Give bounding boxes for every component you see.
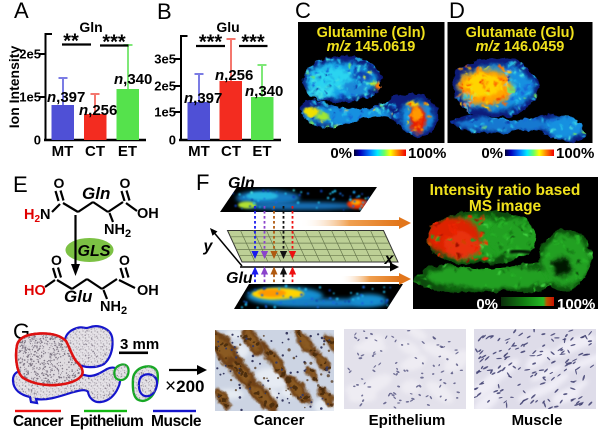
- svg-text:Cancer: Cancer: [254, 412, 305, 429]
- svg-text:n,397: n,397: [184, 90, 222, 107]
- svg-text:NH2: NH2: [100, 299, 127, 317]
- svg-text:3e5: 3e5: [154, 52, 176, 67]
- svg-text:Intensity ratio based: Intensity ratio based: [430, 182, 581, 199]
- svg-text:100%: 100%: [556, 145, 594, 162]
- svg-text:0%: 0%: [330, 145, 352, 162]
- svg-text:n,340: n,340: [114, 71, 152, 88]
- svg-text:Gln: Gln: [82, 184, 110, 203]
- svg-text:Glu: Glu: [64, 287, 93, 306]
- svg-text:D: D: [449, 0, 465, 23]
- svg-text:Ion Intensity: Ion Intensity: [6, 46, 22, 129]
- svg-text:O: O: [54, 175, 65, 191]
- svg-text:F: F: [196, 170, 209, 195]
- svg-text:1e5: 1e5: [19, 90, 41, 105]
- svg-text:C: C: [295, 0, 311, 23]
- svg-text:Glu: Glu: [216, 19, 239, 35]
- svg-text:Muscle: Muscle: [151, 413, 202, 430]
- svg-text:m/z 145.0619: m/z 145.0619: [327, 39, 416, 55]
- svg-text:ET: ET: [118, 143, 137, 160]
- svg-text:×200: ×200: [165, 376, 204, 397]
- svg-text:Epithelium: Epithelium: [70, 413, 143, 430]
- svg-text:n,397: n,397: [47, 89, 85, 106]
- svg-text:A: A: [14, 0, 29, 23]
- svg-text:O: O: [51, 252, 62, 268]
- svg-text:0%: 0%: [481, 145, 503, 162]
- svg-text:0: 0: [34, 133, 41, 148]
- svg-text:ET: ET: [252, 143, 271, 160]
- svg-text:1e5: 1e5: [154, 105, 176, 120]
- svg-text:MS image: MS image: [469, 198, 542, 215]
- svg-text:GLS: GLS: [78, 243, 111, 260]
- svg-text:H2N: H2N: [24, 207, 51, 225]
- svg-text:Glutamine (Gln): Glutamine (Gln): [317, 25, 426, 41]
- svg-text:3 mm: 3 mm: [120, 336, 159, 353]
- svg-text:NH2: NH2: [104, 222, 131, 240]
- svg-text:y: y: [203, 238, 214, 255]
- svg-text:n,256: n,256: [79, 102, 117, 119]
- svg-text:x: x: [384, 251, 395, 268]
- svg-text:100%: 100%: [557, 296, 595, 313]
- svg-text:OH: OH: [137, 206, 159, 222]
- svg-text:B: B: [157, 0, 172, 24]
- svg-text:OH: OH: [137, 283, 159, 299]
- svg-text:Epithelium: Epithelium: [369, 412, 446, 429]
- svg-text:O: O: [119, 252, 130, 268]
- svg-text:O: O: [120, 175, 131, 191]
- svg-text:Muscle: Muscle: [512, 412, 563, 429]
- svg-text:MT: MT: [52, 143, 74, 160]
- svg-text:0%: 0%: [476, 296, 498, 313]
- svg-text:***: ***: [199, 32, 223, 54]
- svg-text:E: E: [13, 172, 28, 197]
- svg-text:***: ***: [102, 32, 126, 54]
- svg-text:n,256: n,256: [215, 67, 253, 84]
- svg-text:MT: MT: [188, 143, 210, 160]
- svg-text:CT: CT: [85, 143, 105, 160]
- svg-text:Cancer: Cancer: [13, 413, 64, 430]
- svg-text:**: **: [63, 31, 79, 53]
- svg-text:2e5: 2e5: [19, 47, 41, 62]
- svg-text:100%: 100%: [408, 145, 446, 162]
- svg-text:0: 0: [169, 133, 176, 148]
- svg-text:CT: CT: [221, 143, 241, 160]
- svg-text:m/z 146.0459: m/z 146.0459: [476, 39, 565, 55]
- svg-text:Glu: Glu: [226, 270, 253, 287]
- svg-text:Glutamate (Glu): Glutamate (Glu): [466, 25, 575, 41]
- svg-text:2e5: 2e5: [154, 79, 176, 94]
- svg-text:Gln: Gln: [79, 19, 102, 35]
- svg-text:HO: HO: [24, 283, 46, 299]
- svg-text:***: ***: [241, 32, 265, 54]
- svg-text:n,340: n,340: [245, 83, 283, 100]
